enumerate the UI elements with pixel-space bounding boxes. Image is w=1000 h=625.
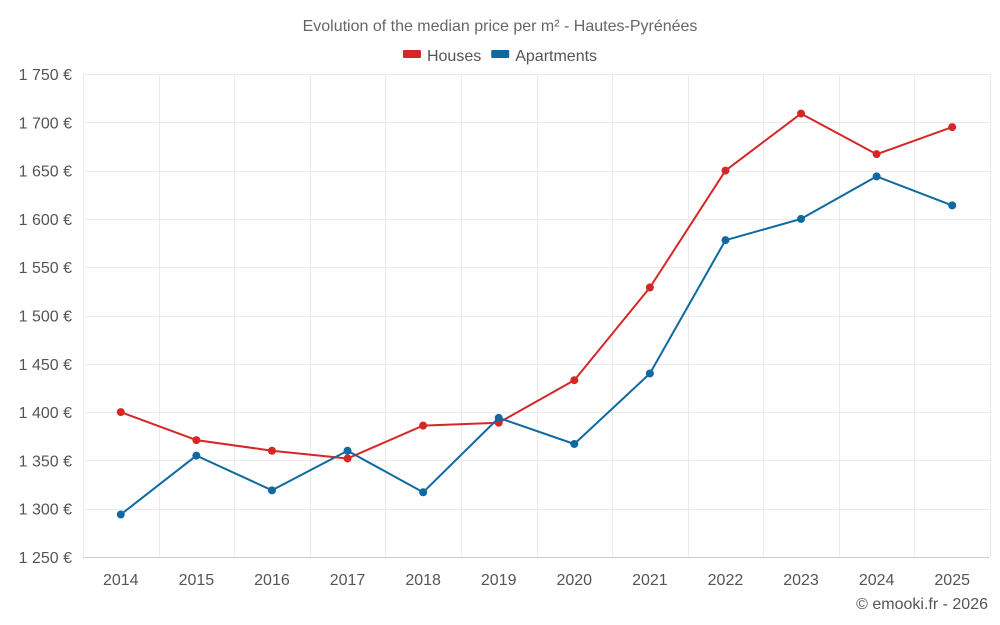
data-point-houses[interactable]: [267, 446, 276, 455]
chart-title: Evolution of the median price per m² - H…: [303, 18, 698, 35]
data-point-apartments[interactable]: [343, 446, 352, 455]
series-apartments: [116, 172, 957, 519]
y-tick-label: 1 500 €: [19, 309, 72, 326]
x-tick-label: 2022: [708, 572, 744, 589]
x-tick-label: 2019: [481, 572, 517, 589]
data-point-apartments[interactable]: [872, 172, 881, 181]
x-tick-label: 2025: [934, 572, 970, 589]
x-axis: 2014 2015 2016 2017 2018 2019 2020 2021 2022 2023…: [103, 572, 970, 589]
x-tick-label: 2015: [179, 572, 215, 589]
data-point-houses[interactable]: [116, 408, 125, 417]
legend-item-houses[interactable]: Houses: [402, 48, 481, 65]
y-tick-label: 1 550 €: [19, 260, 72, 277]
data-point-houses[interactable]: [797, 109, 806, 118]
legend: Houses Apartments: [402, 48, 597, 65]
y-axis: 1 250 € 1 300 € 1 350 € 1 400 € 1 450 € 1 500…: [19, 67, 72, 567]
y-tick-label: 1 700 €: [19, 115, 72, 132]
data-point-apartments[interactable]: [570, 439, 579, 448]
x-tick-label: 2016: [254, 572, 290, 589]
data-point-apartments[interactable]: [494, 413, 503, 422]
y-tick-label: 1 400 €: [19, 405, 72, 422]
y-tick-label: 1 650 €: [19, 164, 72, 181]
series-line-apartments: [120, 175, 953, 516]
data-point-houses[interactable]: [570, 376, 579, 385]
grid: [83, 74, 991, 558]
credit-text: © emooki.fr - 2026: [856, 596, 988, 613]
y-tick-label: 1 250 €: [19, 550, 72, 567]
x-tick-label: 2024: [859, 572, 895, 589]
legend-label: Apartments: [515, 48, 597, 65]
y-tick-label: 1 350 €: [19, 453, 72, 470]
y-tick-label: 1 750 €: [19, 67, 72, 84]
x-tick-label: 2014: [103, 572, 139, 589]
series-line-houses: [120, 112, 953, 460]
data-point-houses[interactable]: [645, 283, 654, 292]
data-point-houses[interactable]: [872, 150, 881, 159]
data-point-apartments[interactable]: [797, 214, 806, 223]
data-point-houses[interactable]: [721, 166, 730, 175]
data-point-apartments[interactable]: [419, 488, 428, 497]
data-point-apartments[interactable]: [948, 201, 957, 210]
legend-item-apartments[interactable]: Apartments: [491, 48, 597, 65]
x-tick-label: 2020: [556, 572, 592, 589]
x-tick-label: 2018: [405, 572, 441, 589]
y-tick-label: 1 600 €: [19, 212, 72, 229]
y-tick-label: 1 300 €: [19, 502, 72, 519]
x-tick-label: 2021: [632, 572, 668, 589]
y-tick-label: 1 450 €: [19, 357, 72, 374]
data-point-houses[interactable]: [419, 421, 428, 430]
legend-label: Houses: [427, 48, 481, 65]
x-tick-label: 2017: [330, 572, 366, 589]
data-point-apartments[interactable]: [116, 510, 125, 519]
data-point-houses[interactable]: [343, 454, 352, 463]
x-tick-label: 2023: [783, 572, 819, 589]
series-layer: [116, 109, 957, 519]
series-houses: [116, 109, 957, 463]
data-point-apartments[interactable]: [192, 451, 201, 460]
legend-swatch: [491, 50, 510, 58]
data-point-apartments[interactable]: [267, 486, 276, 495]
data-point-houses[interactable]: [948, 123, 957, 132]
legend-swatch: [402, 50, 421, 58]
data-point-apartments[interactable]: [721, 236, 730, 245]
data-point-houses[interactable]: [192, 436, 201, 445]
data-point-apartments[interactable]: [645, 369, 654, 378]
